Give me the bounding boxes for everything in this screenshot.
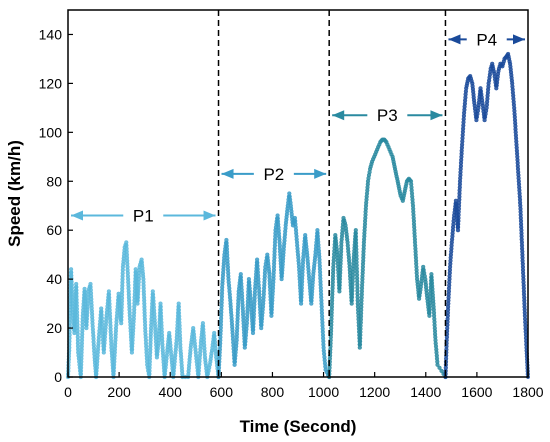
data-point — [439, 368, 444, 373]
data-point — [437, 365, 442, 370]
x-tick-label: 800 — [261, 384, 285, 400]
arrowhead-right-icon — [513, 34, 525, 45]
x-axis-title: Time (Second) — [240, 417, 357, 436]
y-tick-label: 60 — [46, 222, 62, 238]
arrowhead-right-icon — [314, 168, 327, 179]
y-tick-label: 80 — [46, 173, 62, 189]
arrowhead-right-icon — [203, 210, 216, 221]
y-tick-label: 120 — [39, 75, 63, 91]
phase-label: P4 — [476, 30, 497, 49]
y-tick-label: 100 — [39, 124, 63, 140]
y-axis-title: Speed (km/h) — [5, 140, 24, 247]
phase-divider-lines — [217, 10, 447, 377]
x-tick-label: 600 — [210, 384, 234, 400]
x-tick-label: 1600 — [461, 384, 492, 400]
phase-arrows: P1 P2 P3 P4 — [71, 30, 525, 226]
arrowhead-right-icon — [430, 110, 443, 121]
axis-ticks: 0 200 400 600 800 1000 1200 1400 1600 1800 0 20 40 60… — [39, 26, 544, 400]
y-tick-label: 0 — [54, 369, 62, 385]
arrowhead-left-icon — [448, 34, 461, 45]
x-tick-label: 400 — [159, 384, 183, 400]
arrowhead-left-icon — [71, 210, 83, 221]
y-tick-label: 20 — [46, 320, 62, 336]
y-tick-label: 140 — [39, 26, 63, 42]
x-tick-label: 200 — [107, 384, 131, 400]
data-points-layer — [65, 51, 530, 380]
phase-label: P3 — [377, 106, 398, 125]
arrowhead-left-icon — [332, 110, 345, 121]
x-tick-label: 1200 — [359, 384, 390, 400]
data-point — [435, 362, 440, 367]
phase-label: P1 — [133, 207, 154, 226]
x-tick-label: 1800 — [512, 384, 543, 400]
y-tick-label: 40 — [46, 271, 62, 287]
plot-frame — [67, 9, 529, 378]
phase-label: P2 — [263, 165, 284, 184]
x-tick-label: 1400 — [410, 384, 441, 400]
x-tick-label: 1000 — [308, 384, 339, 400]
arrowhead-left-icon — [221, 168, 234, 179]
x-tick-label: 0 — [64, 384, 72, 400]
